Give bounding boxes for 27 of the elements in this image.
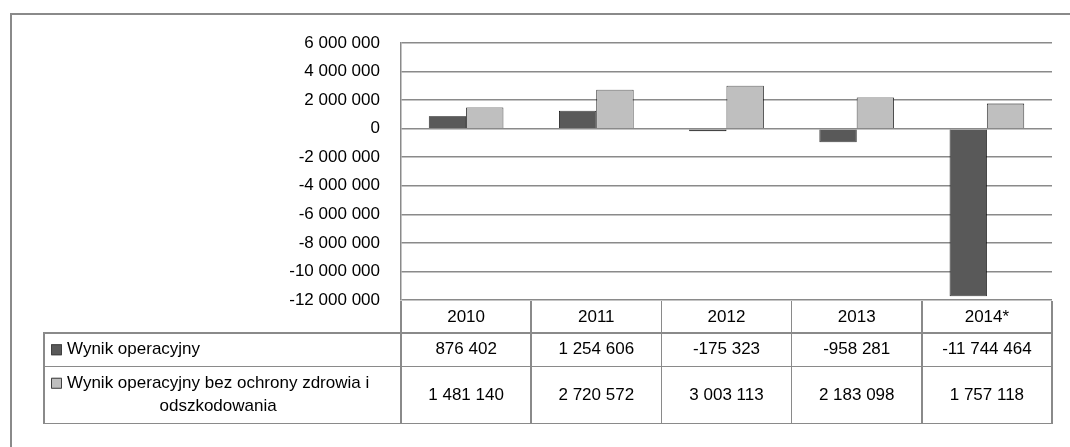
data-label: 1 757 118 [949,384,1025,404]
data-label: 2 720 572 [558,384,635,404]
x-tick-label: 2011 [578,306,615,326]
data-label: 1 254 606 [558,339,635,359]
x-tick-label: 2014* [964,306,1010,326]
y-tick-label: 4 000 000 [304,61,380,81]
data-label: -175 323 [692,339,761,359]
y-tick-label: -4 000 000 [298,175,380,195]
y-tick-label: -10 000 000 [289,261,380,281]
y-tick-label: -8 000 000 [298,232,380,252]
data-label: 3 003 113 [689,384,764,404]
x-tick-label: 2010 [447,306,486,326]
data-label: 1 481 140 [428,384,504,404]
legend-label: Wynik operacyjny bez ochrony zdrowia i odszkodowania [67,372,370,416]
legend-label: Wynik operacyjny [67,339,201,359]
y-tick-label: -2 000 000 [298,146,380,166]
y-tick-label: 0 [370,118,380,138]
y-tick-label: -12 000 000 [289,289,380,309]
data-label: 876 402 [435,339,497,359]
data-label: -958 281 [823,339,891,359]
y-tick-label: 6 000 000 [304,32,380,52]
x-tick-label: 2012 [707,306,746,326]
data-label: -11 744 464 [942,339,1032,359]
x-tick-label: 2013 [837,306,876,326]
data-label: 2 183 098 [818,384,895,404]
y-tick-label: 2 000 000 [304,89,380,109]
y-tick-label: -6 000 000 [298,204,380,224]
